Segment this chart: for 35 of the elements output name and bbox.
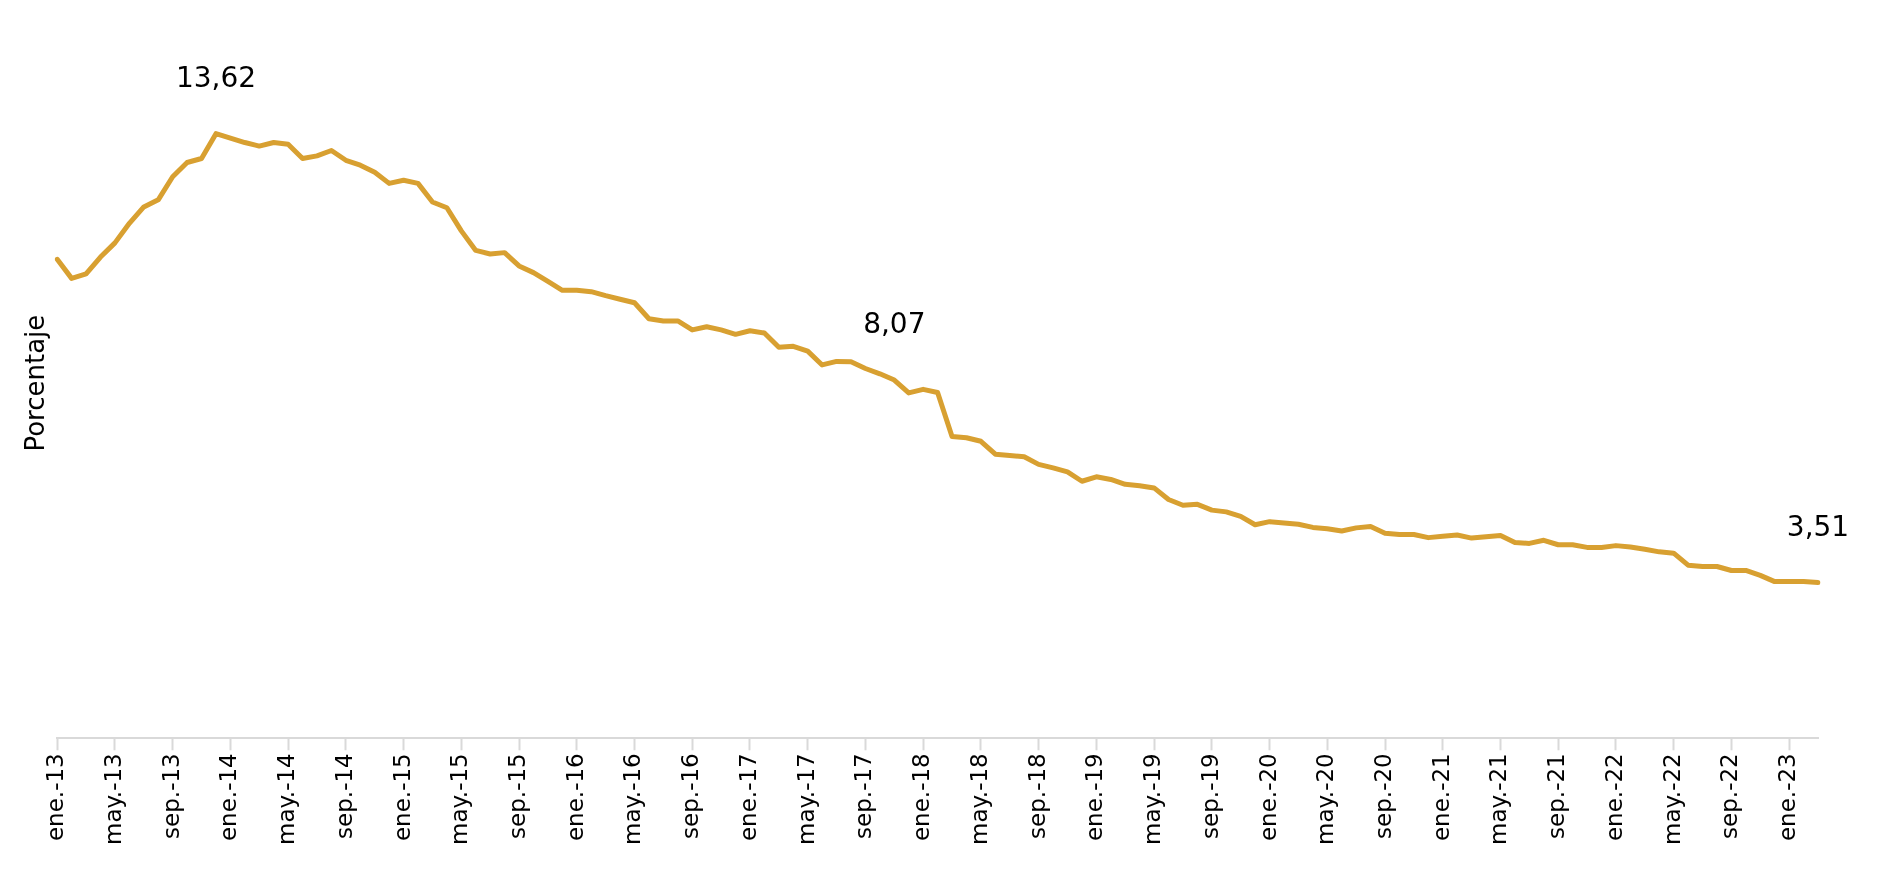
x-tick-label: ene.-16 <box>561 753 588 842</box>
x-tick-label: sep.-13 <box>157 753 184 839</box>
data-label: 8,07 <box>863 307 926 341</box>
x-tick-label: may.-20 <box>1312 753 1339 846</box>
x-tick-label: sep.-19 <box>1196 753 1223 839</box>
x-tick-label: sep.-18 <box>1023 753 1050 839</box>
x-tick-label: may.-17 <box>792 753 819 846</box>
x-tick-label: may.-14 <box>273 753 300 846</box>
x-tick-label: may.-15 <box>446 753 473 846</box>
x-tick-label: may.-18 <box>965 753 992 846</box>
x-tick-label: ene.-13 <box>42 753 69 842</box>
x-tick-label: ene.-18 <box>908 753 935 842</box>
x-tick-label: ene.-17 <box>734 753 761 842</box>
x-tick-label: may.-13 <box>99 753 126 846</box>
data-label: 13,62 <box>175 60 257 94</box>
x-tick-label: may.-22 <box>1658 753 1685 846</box>
x-tick-label: ene.-20 <box>1254 753 1281 842</box>
x-tick-label: ene.-22 <box>1600 753 1627 842</box>
x-tick-label: may.-21 <box>1485 753 1512 846</box>
x-tick-label: sep.-16 <box>677 753 704 839</box>
x-tick-label: ene.-19 <box>1081 753 1108 842</box>
x-tick-label: sep.-21 <box>1543 753 1570 839</box>
y-axis-title: Porcentaje <box>20 314 51 452</box>
x-tick-label: sep.-22 <box>1716 753 1743 839</box>
x-tick-label: ene.-21 <box>1427 753 1454 842</box>
x-tick-label: sep.-20 <box>1369 753 1396 839</box>
x-tick-label: sep.-14 <box>330 753 357 839</box>
x-tick-label: ene.-23 <box>1774 753 1801 842</box>
x-tick-label: may.-16 <box>619 753 646 846</box>
x-tick-label: ene.-15 <box>388 753 415 842</box>
x-tick-label: sep.-15 <box>504 753 531 839</box>
data-label: 3,51 <box>1786 509 1850 543</box>
x-tick-label: may.-19 <box>1139 753 1166 846</box>
x-tick-label: ene.-14 <box>215 753 242 842</box>
x-tick-label: sep.-17 <box>850 753 877 839</box>
